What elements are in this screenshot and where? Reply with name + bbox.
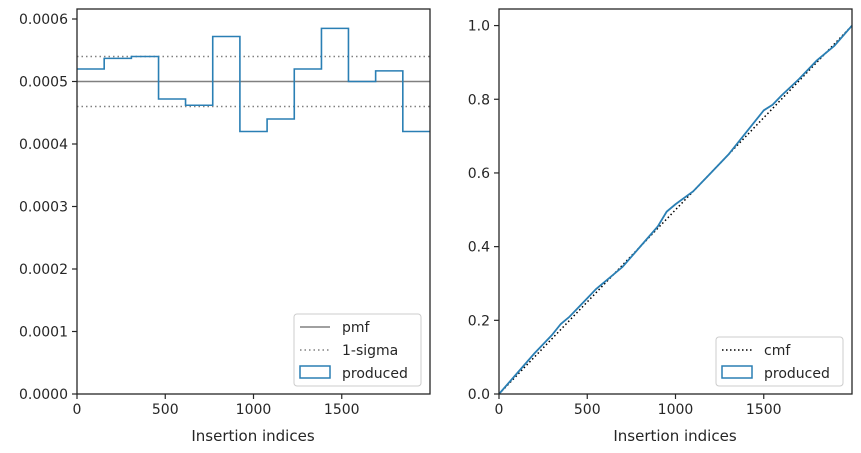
histogram-x-tick-label: 500 xyxy=(152,402,179,418)
histogram-bin xyxy=(213,37,240,395)
legend-produced-swatch xyxy=(299,365,331,379)
cumulative-x-tick-label: 1000 xyxy=(658,402,694,418)
histogram-bin xyxy=(131,57,158,395)
cumulative-marks xyxy=(498,24,853,395)
legend-produced-label: produced xyxy=(342,366,408,382)
histogram-y-tick-label: 0.0000 xyxy=(19,387,68,403)
cumulative-ticks: 0 500 1000 1500 0.0 0.2 0.4 0.6 0.8 1.0 xyxy=(468,19,782,418)
cumulative-y-tick-label: 0.6 xyxy=(468,166,490,182)
histogram-x-tick-label: 1500 xyxy=(324,402,360,418)
cumulative-x-axis-label: Insertion indices xyxy=(613,427,736,445)
legend-cmf-label: cmf xyxy=(764,343,791,359)
histogram-bin xyxy=(159,99,186,394)
cumulative-x-tick-label: 1500 xyxy=(746,402,782,418)
histogram-x-tick-label: 1000 xyxy=(236,402,272,418)
histogram-y-tick-label: 0.0006 xyxy=(19,12,68,28)
histogram-bin xyxy=(267,119,294,394)
cumulative-x-tick-label: 500 xyxy=(574,402,601,418)
histogram-bin xyxy=(104,58,131,394)
histogram-ticks: 0 500 1000 1500 0.0000 0.0001 0.0002 0.0003 0.00… xyxy=(19,12,360,418)
histogram-y-tick-label: 0.0003 xyxy=(19,200,68,216)
cumulative-y-tick-label: 0.2 xyxy=(468,313,490,329)
histogram-legend: pmf 1-sigma produced xyxy=(293,313,422,387)
legend-1-sigma-label: 1-sigma xyxy=(342,343,398,359)
histogram-y-tick-label: 0.0004 xyxy=(19,137,68,153)
cumulative-legend: cmf produced xyxy=(715,336,844,387)
legend-produced-swatch xyxy=(721,365,753,379)
histogram-x-axis-label: Insertion indices xyxy=(191,427,314,445)
cumulative-y-tick-label: 1.0 xyxy=(468,19,490,35)
histogram-bin xyxy=(77,69,104,394)
cumulative-y-tick-label: 0.0 xyxy=(468,387,490,403)
cumulative-panel: 0 500 1000 1500 0.0 0.2 0.4 0.6 0.8 1.0 Insertion… xyxy=(468,8,853,445)
cumulative-legend-box xyxy=(715,336,844,387)
histogram-bin xyxy=(186,105,213,394)
histogram-bin xyxy=(240,132,267,395)
histogram-panel: 0 500 1000 1500 0.0000 0.0001 0.0002 0.0003 0.00… xyxy=(19,8,431,445)
series-line-cmf xyxy=(498,25,853,395)
histogram-x-tick-label: 0 xyxy=(73,402,82,418)
histogram-step-outline xyxy=(77,27,430,133)
cumulative-x-tick-label: 0 xyxy=(495,402,504,418)
histogram-y-tick-label: 0.0002 xyxy=(19,262,68,278)
cumulative-y-tick-label: 0.4 xyxy=(468,240,490,256)
legend-pmf-label: pmf xyxy=(342,320,371,336)
histogram-y-tick-label: 0.0001 xyxy=(19,325,68,341)
series-line-produced xyxy=(498,24,853,395)
histogram-y-tick-label: 0.0005 xyxy=(19,75,68,91)
histogram-marks xyxy=(77,27,430,395)
cumulative-y-tick-label: 0.8 xyxy=(468,92,490,108)
histogram-legend-box xyxy=(293,313,422,387)
legend-produced-label: produced xyxy=(764,366,830,382)
